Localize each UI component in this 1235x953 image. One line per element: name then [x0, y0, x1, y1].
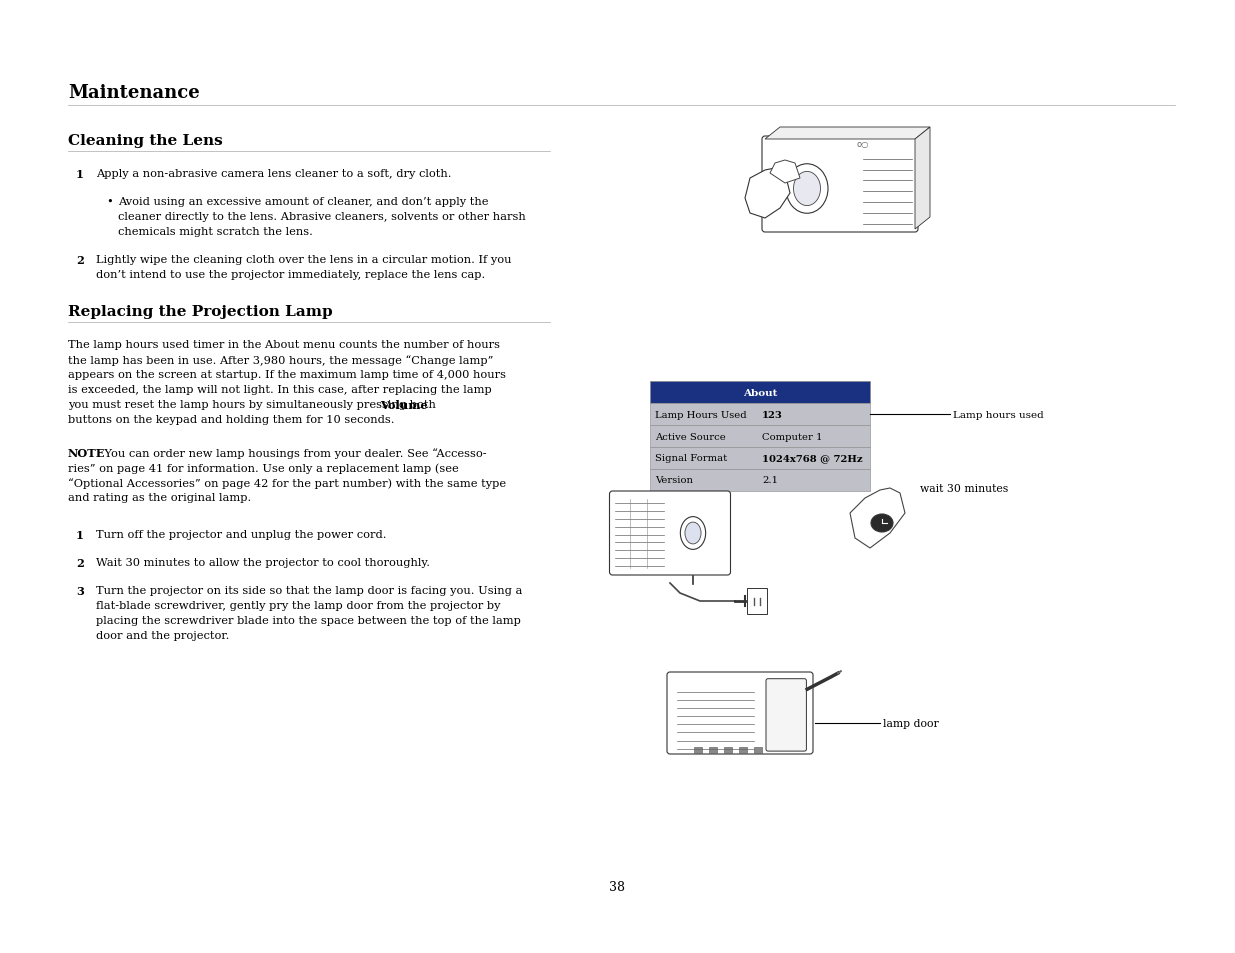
FancyBboxPatch shape: [709, 747, 718, 753]
Text: don’t intend to use the projector immediately, replace the lens cap.: don’t intend to use the projector immedi…: [96, 270, 485, 280]
Text: Volume: Volume: [380, 399, 427, 411]
Polygon shape: [745, 169, 790, 219]
Text: placing the screwdriver blade into the space between the top of the lamp: placing the screwdriver blade into the s…: [96, 616, 521, 625]
Text: 1: 1: [77, 530, 84, 540]
Polygon shape: [915, 128, 930, 230]
Text: 2: 2: [77, 558, 84, 568]
Text: Turn off the projector and unplug the power cord.: Turn off the projector and unplug the po…: [96, 530, 387, 539]
Polygon shape: [850, 489, 905, 548]
FancyBboxPatch shape: [762, 137, 918, 233]
Text: : You can order new lamp housings from your dealer. See “Accesso-: : You can order new lamp housings from y…: [98, 448, 487, 458]
FancyBboxPatch shape: [766, 679, 806, 751]
Text: Signal Format: Signal Format: [655, 454, 727, 463]
Bar: [650, 448, 869, 470]
Text: Cleaning the Lens: Cleaning the Lens: [68, 133, 222, 148]
Text: Maintenance: Maintenance: [68, 84, 200, 102]
FancyBboxPatch shape: [747, 588, 767, 615]
FancyBboxPatch shape: [694, 747, 701, 753]
Bar: [650, 426, 869, 448]
Text: you must reset the lamp hours by simultaneously pressing both: you must reset the lamp hours by simulta…: [68, 399, 519, 410]
Text: NOTE: NOTE: [68, 448, 105, 458]
Text: •: •: [106, 196, 112, 207]
Text: appears on the screen at startup. If the maximum lamp time of 4,000 hours: appears on the screen at startup. If the…: [68, 370, 506, 379]
Text: o○: o○: [856, 140, 868, 149]
Text: Lightly wipe the cleaning cloth over the lens in a circular motion. If you: Lightly wipe the cleaning cloth over the…: [96, 254, 511, 265]
FancyBboxPatch shape: [739, 747, 747, 753]
Text: Avoid using an excessive amount of cleaner, and don’t apply the: Avoid using an excessive amount of clean…: [119, 196, 489, 207]
FancyBboxPatch shape: [610, 492, 730, 576]
Text: lamp door: lamp door: [883, 719, 939, 728]
FancyBboxPatch shape: [755, 747, 762, 753]
Ellipse shape: [785, 165, 827, 214]
Text: ries” on page 41 for information. Use only a replacement lamp (see: ries” on page 41 for information. Use on…: [68, 462, 458, 473]
Text: 1024x768 @ 72Hz: 1024x768 @ 72Hz: [762, 454, 862, 463]
Text: 1: 1: [77, 169, 84, 180]
Ellipse shape: [680, 517, 705, 550]
Polygon shape: [769, 161, 800, 184]
Text: Computer 1: Computer 1: [762, 432, 823, 441]
Text: flat-blade screwdriver, gently pry the lamp door from the projector by: flat-blade screwdriver, gently pry the l…: [96, 600, 500, 610]
Text: wait 30 minutes: wait 30 minutes: [920, 483, 1008, 494]
Text: Version: Version: [655, 476, 693, 485]
Text: door and the projector.: door and the projector.: [96, 630, 230, 640]
Text: 2.1: 2.1: [762, 476, 778, 485]
Ellipse shape: [871, 515, 893, 533]
Text: cleaner directly to the lens. Abrasive cleaners, solvents or other harsh: cleaner directly to the lens. Abrasive c…: [119, 212, 526, 222]
Text: 123: 123: [762, 410, 783, 419]
Text: is exceeded, the lamp will not light. In this case, after replacing the lamp: is exceeded, the lamp will not light. In…: [68, 385, 492, 395]
Text: Turn the projector on its side so that the lamp door is facing you. Using a: Turn the projector on its side so that t…: [96, 585, 522, 596]
Text: 3: 3: [77, 585, 84, 597]
Text: Lamp Hours Used: Lamp Hours Used: [655, 410, 747, 419]
FancyBboxPatch shape: [724, 747, 732, 753]
Bar: [650, 470, 869, 492]
Text: About: About: [742, 388, 777, 397]
Text: The lamp hours used timer in the About menu counts the number of hours: The lamp hours used timer in the About m…: [68, 339, 500, 350]
Text: Wait 30 minutes to allow the projector to cool thoroughly.: Wait 30 minutes to allow the projector t…: [96, 558, 430, 567]
Text: the lamp has been in use. After 3,980 hours, the message “Change lamp”: the lamp has been in use. After 3,980 ho…: [68, 355, 493, 365]
Ellipse shape: [685, 522, 701, 544]
Polygon shape: [764, 128, 930, 140]
Bar: [650, 403, 869, 426]
Text: 2: 2: [77, 254, 84, 266]
Bar: [650, 381, 869, 403]
FancyBboxPatch shape: [667, 672, 813, 754]
Text: and rating as the original lamp.: and rating as the original lamp.: [68, 493, 251, 502]
Text: Active Source: Active Source: [655, 432, 726, 441]
Text: 38: 38: [609, 880, 625, 893]
Ellipse shape: [794, 172, 820, 207]
Text: Replacing the Projection Lamp: Replacing the Projection Lamp: [68, 305, 332, 318]
Text: Lamp hours used: Lamp hours used: [953, 410, 1044, 419]
Text: buttons on the keypad and holding them for 10 seconds.: buttons on the keypad and holding them f…: [68, 415, 394, 424]
Text: chemicals might scratch the lens.: chemicals might scratch the lens.: [119, 227, 312, 236]
Text: Apply a non-abrasive camera lens cleaner to a soft, dry cloth.: Apply a non-abrasive camera lens cleaner…: [96, 169, 452, 179]
Text: “Optional Accessories” on page 42 for the part number) with the same type: “Optional Accessories” on page 42 for th…: [68, 477, 506, 488]
